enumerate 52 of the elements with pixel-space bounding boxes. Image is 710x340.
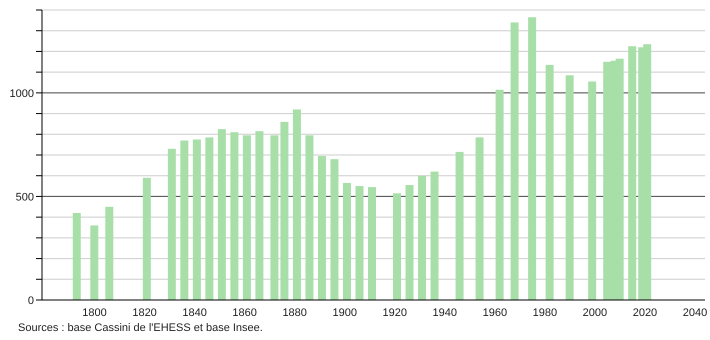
bar (368, 187, 376, 300)
x-tick-label: 1900 (332, 306, 357, 319)
bar (546, 64, 554, 300)
bar (192, 139, 201, 300)
x-tick-label: 1940 (432, 306, 458, 319)
bar (588, 81, 596, 300)
bar (242, 135, 251, 300)
bar (305, 135, 314, 300)
x-tick-label: 1860 (232, 306, 257, 319)
bar (218, 129, 226, 300)
x-tick-label: 2000 (582, 306, 608, 319)
bar (628, 46, 636, 300)
y-tick-label: 0 (28, 294, 34, 307)
bar (105, 206, 114, 300)
bar (142, 178, 151, 300)
bar (230, 132, 238, 300)
bar (496, 90, 504, 300)
y-tick-label: 1000 (10, 88, 34, 100)
bar (393, 193, 402, 300)
bar (476, 137, 484, 300)
bar (355, 186, 364, 300)
bar (318, 156, 326, 300)
x-tick-label: 1960 (482, 306, 508, 319)
x-tick-label: 1920 (382, 306, 408, 319)
x-tick-label: 1880 (282, 306, 307, 319)
bar (528, 17, 536, 300)
bar (90, 225, 98, 300)
bar (406, 185, 414, 300)
bar (180, 140, 188, 300)
x-tick-label: 1980 (532, 306, 558, 319)
source-note: Sources : base Cassini de l'EHESS et base Insee. (18, 322, 263, 334)
bar (292, 109, 301, 300)
bar (510, 22, 519, 300)
bar (72, 213, 81, 300)
bar (566, 75, 574, 300)
bar (255, 131, 264, 300)
bar (330, 159, 338, 300)
x-tick-label: 1820 (132, 306, 157, 319)
bar (280, 122, 288, 300)
x-tick-label: 1800 (82, 306, 107, 319)
bar (456, 152, 464, 300)
bar (205, 137, 214, 300)
x-tick-label: 1840 (182, 306, 207, 319)
x-tick-label: 2040 (682, 306, 708, 319)
bar (270, 135, 278, 300)
x-tick-label: 2020 (632, 306, 658, 319)
bar (168, 148, 176, 300)
bar (342, 182, 351, 300)
bar (418, 176, 426, 300)
bar (603, 62, 612, 300)
bar (430, 172, 439, 300)
y-tick-label: 500 (16, 191, 34, 204)
